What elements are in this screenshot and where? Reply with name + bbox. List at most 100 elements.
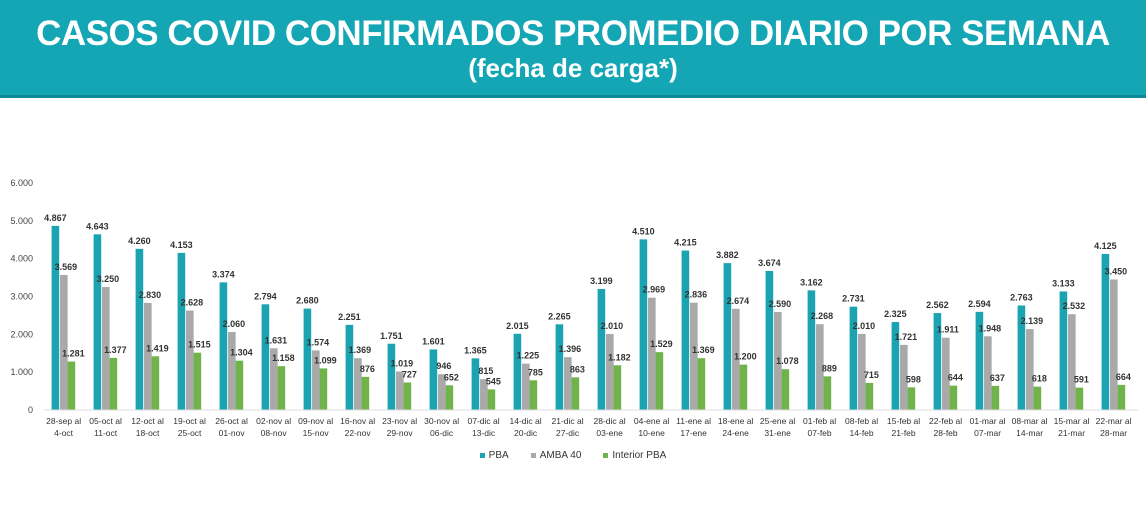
data-label: 2.674 [727,296,750,306]
data-label: 1.281 [62,349,85,359]
data-label: 1.601 [422,336,445,346]
bar-interior-pba [445,385,454,410]
bar-amba-40 [942,337,950,410]
bar-pba [261,304,270,410]
data-label: 2.251 [338,312,361,322]
bar-pba [681,250,690,410]
bar-interior-pba [613,365,622,410]
data-label: 1.369 [692,345,715,355]
bar-interior-pba [823,376,832,410]
data-label: 1.529 [650,339,673,349]
data-label: 1.369 [349,345,372,355]
bar-pba [1017,305,1026,410]
x-tick-label: 01-nov [219,428,246,438]
data-label: 2.836 [685,290,708,300]
data-label: 727 [402,369,417,379]
bar-pba [219,282,228,410]
bar-pba [93,234,102,410]
data-label: 1.200 [734,352,757,362]
bar-pba [51,225,60,410]
bar-interior-pba [655,352,664,410]
data-label: 2.794 [254,291,277,301]
x-tick-label: 21-dic al [552,416,584,426]
bar-interior-pba [1075,387,1084,410]
bar-pba [513,333,522,410]
data-label: 2.763 [1010,292,1033,302]
bar-pba [177,252,186,410]
legend-label-amba: AMBA 40 [539,450,582,461]
data-label: 4.215 [674,238,697,248]
data-label: 1.225 [517,351,540,361]
title-banner: CASOS COVID CONFIRMADOS PROMEDIO DIARIO … [0,0,1146,95]
data-label: 1.396 [559,344,582,354]
bar-pba [807,290,816,410]
data-label: 598 [906,374,921,384]
bar-interior-pba [235,360,244,410]
data-label: 2.060 [223,319,246,329]
data-label: 4.643 [86,221,109,231]
x-tick-label: 02-nov al [256,416,291,426]
x-tick-label: 22-feb al [929,416,962,426]
bar-interior-pba [781,369,790,410]
bar-interior-pba [949,385,958,410]
x-tick-label: 14-mar [1016,428,1043,438]
data-label: 664 [1116,372,1131,382]
data-label: 1.158 [272,353,295,363]
chart-subtitle: (fecha de carga*) [468,53,678,83]
bar-amba-40 [690,302,698,410]
data-label: 2.594 [968,299,991,309]
bar-amba-40 [228,332,236,410]
y-tick-label: 5.000 [10,216,33,226]
bar-amba-40 [816,324,824,410]
bar-amba-40 [438,374,446,410]
x-tick-label: 15-mar al [1054,416,1090,426]
x-tick-label: 27-dic [556,428,580,438]
y-tick-label: 0 [28,405,33,415]
bar-interior-pba [529,380,538,410]
x-tick-label: 22-nov [345,428,372,438]
x-tick-label: 11-ene al [676,416,711,426]
data-label: 3.569 [55,262,78,272]
x-tick-label: 07-mar [974,428,1001,438]
data-label: 652 [444,372,459,382]
x-tick-label: 30-nov al [424,416,459,426]
x-tick-label: 01-feb al [803,416,836,426]
data-label: 1.365 [464,345,487,355]
bar-amba-40 [984,336,992,410]
x-tick-label: 23-nov al [382,416,417,426]
y-tick-label: 6.000 [10,178,33,188]
bar-interior-pba [1117,384,1126,410]
bar-interior-pba [151,356,160,410]
x-tick-label: 09-nov al [298,416,333,426]
data-label: 3.250 [97,274,120,284]
x-tick-label: 03-ene [596,428,623,438]
bar-amba-40 [144,302,152,410]
bar-pba [849,306,858,410]
data-label: 785 [528,367,543,377]
data-label: 1.182 [608,352,631,362]
x-tick-label: 22-mar al [1096,416,1132,426]
x-tick-label: 16-nov al [340,416,375,426]
x-tick-label: 05-oct al [89,416,122,426]
data-label: 2.139 [1021,316,1044,326]
bar-pba [471,358,480,410]
x-tick-label: 04-ene al [634,416,670,426]
bar-interior-pba [991,385,1000,410]
data-label: 2.830 [139,290,162,300]
x-tick-label: 20-dic [514,428,538,438]
data-label: 1.078 [776,356,799,366]
bar-interior-pba [361,376,370,410]
bar-amba-40 [480,379,488,410]
data-label: 889 [822,363,837,373]
legend: PBA AMBA 40 Interior PBA [0,450,1146,461]
bar-pba [345,324,354,410]
bar-amba-40 [1068,314,1076,410]
bar-pba [723,263,732,410]
bar-amba-40 [522,363,530,410]
bar-amba-40 [312,350,320,410]
x-tick-label: 28-dic al [594,416,626,426]
x-tick-label: 14-feb [850,428,874,438]
data-label: 1.631 [265,335,288,345]
bar-amba-40 [900,344,908,410]
